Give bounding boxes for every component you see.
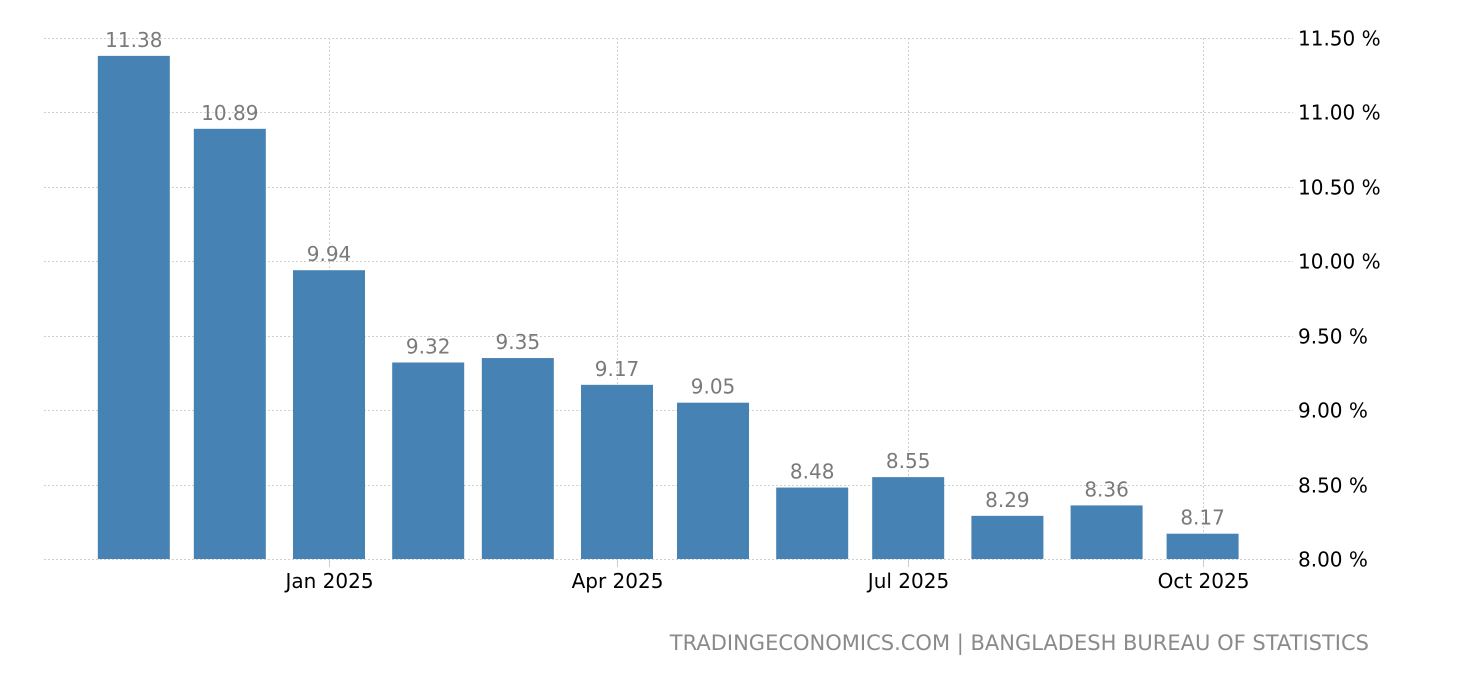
bar [677,402,749,559]
y-tick-label: 10.00 % [1298,250,1381,274]
data-label: 9.35 [496,330,541,354]
bar [293,270,365,559]
x-tick-label: Jul 2025 [866,569,949,593]
y-tick-label: 10.50 % [1298,176,1381,200]
y-tick-label: 11.00 % [1298,101,1381,125]
y-tick-label: 8.00 % [1298,548,1368,572]
bar [971,515,1044,559]
data-label: 10.89 [201,101,258,125]
bar [581,384,653,559]
bar [481,358,554,559]
x-tick-label: Oct 2025 [1158,569,1250,593]
data-label: 11.38 [105,28,162,52]
data-label: 8.17 [1180,506,1225,530]
data-label: 9.05 [691,375,736,399]
data-label: 9.94 [307,242,352,266]
x-tick-label: Jan 2025 [283,569,373,593]
data-label: 8.36 [1084,477,1129,501]
labels: 8.00 % 8.50 % 9.00 % 9.50 % 10.00 % 10.50 % 11… [105,27,1380,594]
data-label: 9.32 [406,335,451,359]
source-credit: TRADINGECONOMICS.COM | BANGLADESH BUREAU… [669,631,1369,656]
y-tick-label: 9.00 % [1298,399,1368,423]
bar [392,362,465,559]
bar [1070,505,1143,559]
bar [776,487,849,559]
bar [193,128,266,559]
y-tick-label: 11.50 % [1298,27,1381,51]
bar [872,477,945,559]
y-tick-label: 9.50 % [1298,325,1368,349]
data-label: 8.29 [985,488,1030,512]
bar [97,55,170,560]
bars [97,55,1239,560]
data-label: 9.17 [595,357,640,381]
data-label: 8.48 [790,460,835,484]
y-tick-label: 8.50 % [1298,474,1368,498]
data-label: 8.55 [886,449,931,473]
x-tick-label: Apr 2025 [572,569,664,593]
bar [1166,533,1239,559]
